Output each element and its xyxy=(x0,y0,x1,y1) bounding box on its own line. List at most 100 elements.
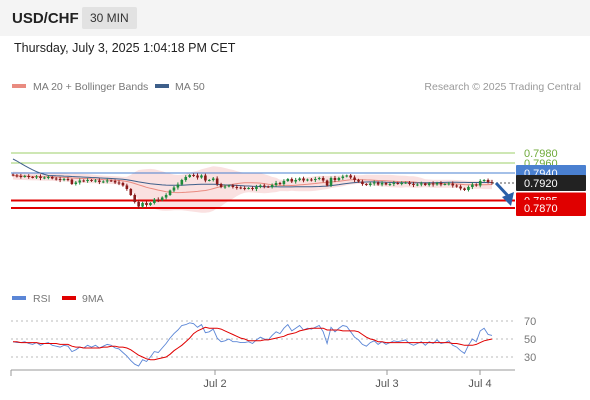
symbol-label: USD/CHF xyxy=(12,10,79,27)
rsi-legend-label: RSI xyxy=(33,293,51,305)
candle xyxy=(43,176,46,180)
candle xyxy=(204,173,207,183)
candle-body xyxy=(102,181,105,183)
rsi-tick-70: 70 xyxy=(524,316,536,328)
candle-body xyxy=(455,185,458,187)
candle-body xyxy=(259,185,262,187)
candle xyxy=(141,201,144,208)
candle xyxy=(231,184,235,189)
candle xyxy=(74,181,78,186)
candle-body xyxy=(416,184,419,186)
timeframe-button[interactable]: 30 MIN xyxy=(82,7,137,29)
candle xyxy=(164,193,168,200)
candle-body xyxy=(376,182,380,185)
candle-body xyxy=(200,175,203,178)
candle xyxy=(471,182,474,190)
candle-body xyxy=(255,187,258,189)
candle-body xyxy=(262,185,266,187)
price-label-07980: 0.7980 xyxy=(524,148,558,160)
candle-body xyxy=(400,183,403,184)
candle xyxy=(321,176,325,183)
candle xyxy=(337,176,341,182)
candle-body xyxy=(227,185,231,187)
candle xyxy=(384,182,388,186)
candle-body xyxy=(372,182,376,184)
candle xyxy=(325,179,329,187)
candle-body xyxy=(94,180,97,182)
candle-body xyxy=(125,185,129,189)
candle-body xyxy=(129,189,133,195)
candle-body xyxy=(78,180,82,183)
candle-body xyxy=(137,202,140,207)
candle-body xyxy=(392,183,396,184)
candle-body xyxy=(427,183,431,185)
candle xyxy=(39,174,42,181)
candle xyxy=(388,182,392,186)
candle-body xyxy=(306,179,309,181)
candle xyxy=(149,202,152,206)
candle xyxy=(47,175,50,180)
candle xyxy=(408,181,411,186)
rsi-tick-30: 30 xyxy=(524,352,536,364)
candle-body xyxy=(459,186,462,189)
candle xyxy=(357,178,360,183)
candle xyxy=(82,179,85,183)
candle-body xyxy=(349,175,352,178)
rsi-tick-50: 50 xyxy=(524,334,536,346)
candle xyxy=(35,175,38,179)
candle xyxy=(459,184,462,191)
candle xyxy=(188,174,191,178)
candle xyxy=(262,183,266,189)
candle xyxy=(294,177,297,184)
candle-body xyxy=(121,183,125,186)
candle xyxy=(463,187,466,191)
candle xyxy=(451,181,455,188)
candle xyxy=(380,181,384,187)
price-label-07870-bg xyxy=(516,200,586,216)
candle xyxy=(412,181,415,188)
candle xyxy=(109,179,113,182)
candle xyxy=(396,181,400,185)
candle xyxy=(94,179,97,183)
candle xyxy=(125,183,129,191)
candle-body xyxy=(239,187,243,189)
candle xyxy=(290,177,294,183)
candle xyxy=(172,186,176,192)
candle-body xyxy=(282,181,286,184)
candle-body xyxy=(408,182,411,184)
candle xyxy=(180,178,184,186)
ma50-legend-label: MA 50 xyxy=(175,81,205,93)
candle xyxy=(392,180,396,187)
candle-body xyxy=(235,187,239,188)
candle xyxy=(105,178,109,184)
x-tick-label: Jul 2 xyxy=(203,378,226,390)
candle-body xyxy=(471,184,474,187)
candle xyxy=(223,184,227,189)
candle xyxy=(86,178,89,183)
candle xyxy=(286,178,290,182)
candle xyxy=(133,193,137,204)
candle-body xyxy=(82,180,85,182)
candle-body xyxy=(15,175,19,177)
candle-body xyxy=(176,184,180,188)
candle-body xyxy=(43,177,46,179)
candle xyxy=(215,176,219,187)
candle-body xyxy=(35,176,38,178)
candle xyxy=(259,184,262,189)
candle xyxy=(160,196,164,202)
candle xyxy=(400,181,403,186)
candle xyxy=(266,185,270,188)
candle-body xyxy=(486,180,490,182)
candle-body xyxy=(423,183,427,185)
rsi-line xyxy=(12,322,493,367)
candle-body xyxy=(172,187,176,191)
candle-body xyxy=(145,203,148,205)
candle xyxy=(317,176,321,181)
candle-body xyxy=(302,178,305,181)
candle xyxy=(156,197,160,203)
ma9-legend-swatch xyxy=(62,296,76,300)
candle xyxy=(314,176,317,183)
candle xyxy=(184,175,188,182)
x-tick-label: Jul 3 xyxy=(375,378,398,390)
candle-body xyxy=(192,175,195,176)
